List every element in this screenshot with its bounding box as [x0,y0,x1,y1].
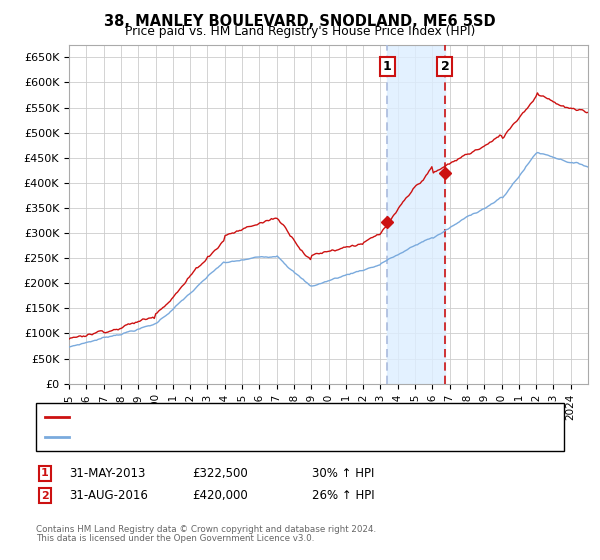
Text: 38, MANLEY BOULEVARD, SNODLAND, ME6 5SD: 38, MANLEY BOULEVARD, SNODLAND, ME6 5SD [104,14,496,29]
Text: 31-AUG-2016: 31-AUG-2016 [69,489,148,502]
Bar [387,45,445,384]
Text: 30% ↑ HPI: 30% ↑ HPI [312,466,374,480]
Text: 2: 2 [440,60,449,73]
Text: 1: 1 [383,60,391,73]
Text: Price paid vs. HM Land Registry's House Price Index (HPI): Price paid vs. HM Land Registry's House … [125,25,475,38]
Text: HPI: Average price, semi-detached house, Tonbridge and Malling: HPI: Average price, semi-detached house,… [72,432,409,442]
Text: 26% ↑ HPI: 26% ↑ HPI [312,489,374,502]
Text: Contains HM Land Registry data © Crown copyright and database right 2024.: Contains HM Land Registry data © Crown c… [36,525,376,534]
Text: £420,000: £420,000 [192,489,248,502]
Text: 2: 2 [41,491,49,501]
Text: 38, MANLEY BOULEVARD, SNODLAND, ME6 5SD (semi-detached house): 38, MANLEY BOULEVARD, SNODLAND, ME6 5SD … [72,413,444,422]
Text: 31-MAY-2013: 31-MAY-2013 [69,466,145,480]
Text: 1: 1 [41,468,49,478]
Text: £322,500: £322,500 [192,466,248,480]
Text: This data is licensed under the Open Government Licence v3.0.: This data is licensed under the Open Gov… [36,534,314,543]
